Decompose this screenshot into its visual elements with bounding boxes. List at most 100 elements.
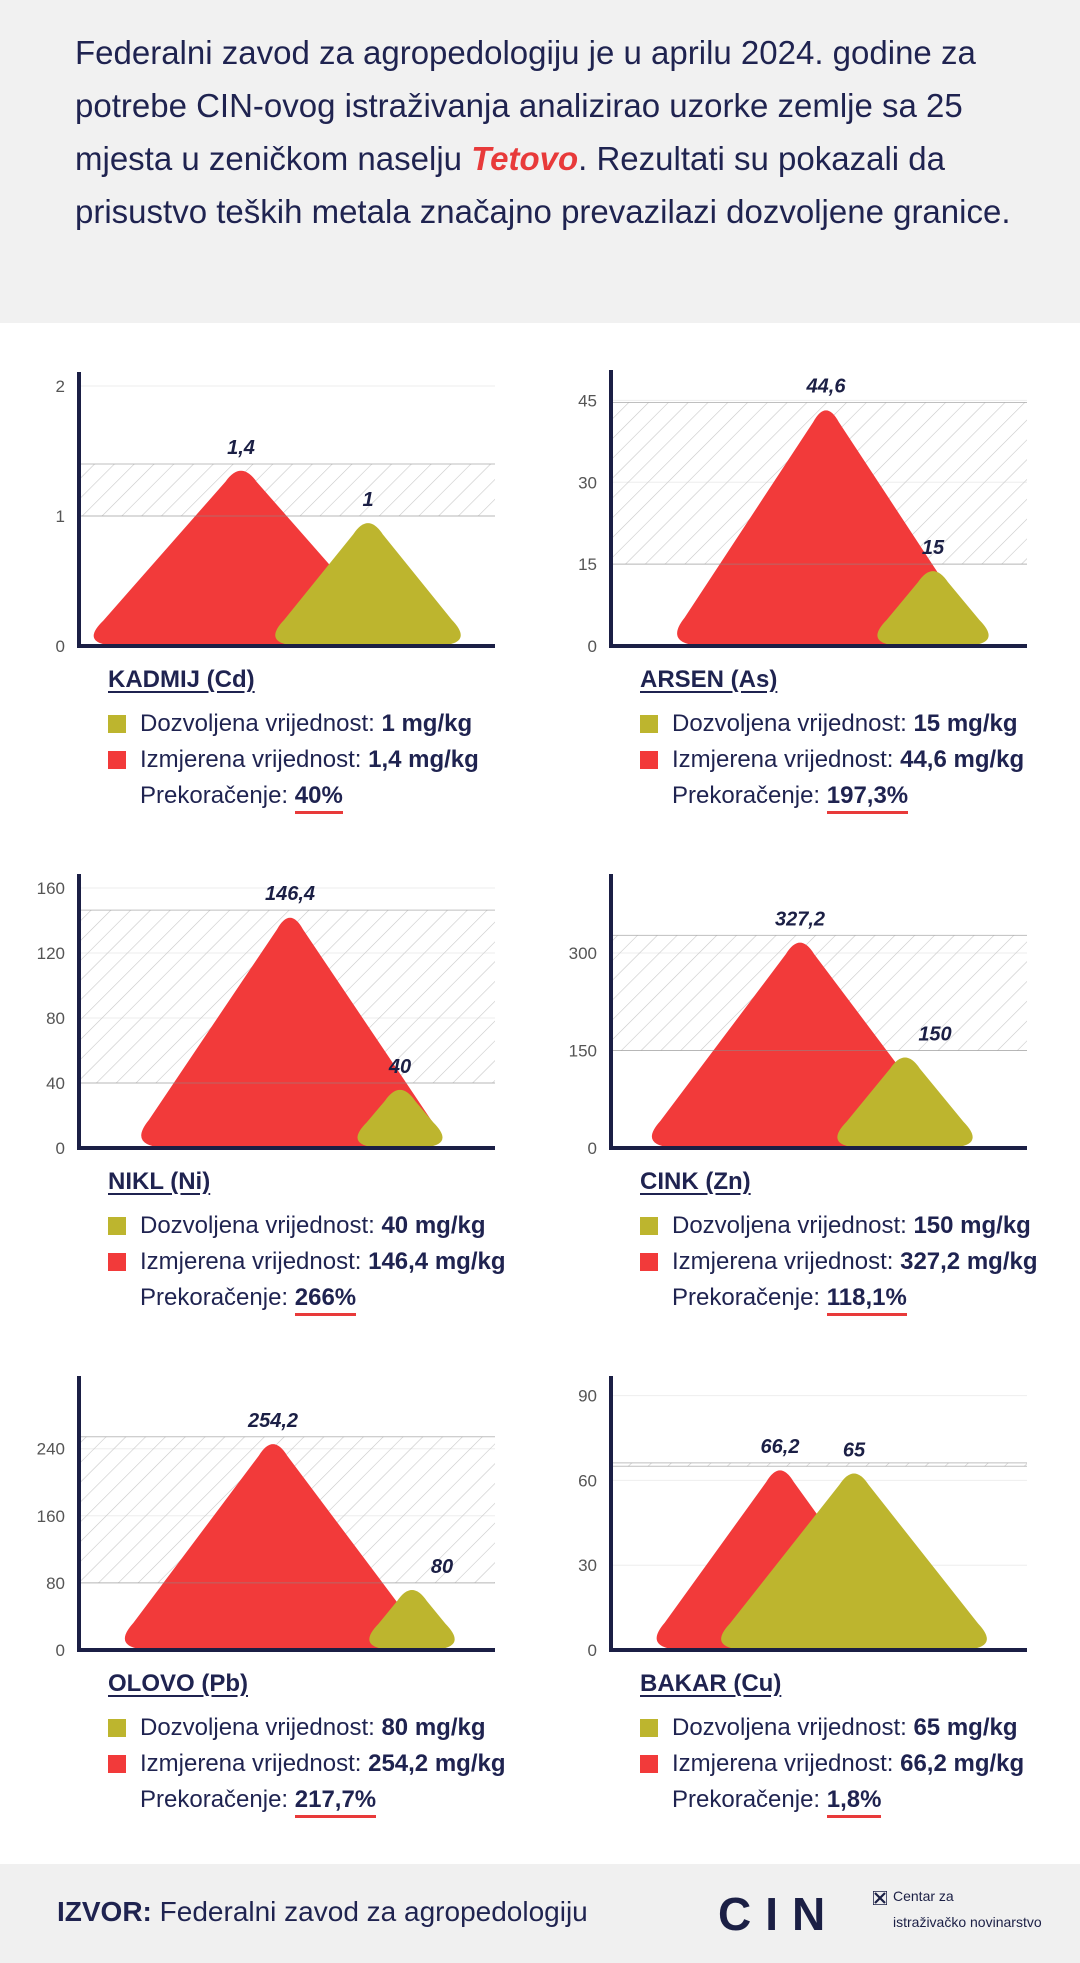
metal-title: BAKAR (Cu) [640,1670,782,1697]
measured-triangle [124,1444,422,1650]
y-tick-label: 160 [37,879,65,898]
allowed-triangle [275,523,461,646]
intro-highlight-tetovo: Tetovo [471,140,579,177]
excess-band [81,464,495,516]
allowed-label: Dozvoljena vrijednost: [140,710,382,737]
measured-triangle [677,410,975,646]
measured-value: 146,4 mg/kg [368,1248,506,1275]
allowed-value: 80 mg/kg [381,1714,486,1741]
y-tick-label: 60 [578,1471,597,1490]
legend-allowed: Dozvoljena vrijednost: 40 mg/kg [108,1208,506,1244]
measured-label: Izmjerena vrijednost: [140,1248,369,1275]
measured-label: Izmjerena vrijednost: [140,1750,369,1777]
measured-label: Izmjerena vrijednost: [672,1750,901,1777]
measured-label: Izmjerena vrijednost: [672,746,901,773]
intro-text: Federalni zavod za agropedologiju je u a… [75,34,976,177]
y-tick-label: 30 [578,1556,597,1575]
y-tick-label: 0 [588,1641,597,1660]
allowed-swatch [640,715,658,733]
allowed-label: Dozvoljena vrijednost: [672,710,914,737]
allowed-label: Dozvoljena vrijednost: [140,1714,382,1741]
legend-excess: Prekoračenje: 217,7% [108,1782,506,1818]
y-tick-label: 45 [578,391,597,410]
chart-panel-2: 0 15 30 45 44,6 15 ARSEN (As) Dozvoljena vrij… [552,360,1072,860]
measured-label: Izmjerena vrijednost: [672,1248,901,1275]
chart-svg: 0 40 80 120 160 146,4 40 [37,874,495,1158]
chart-legend: CINK (Zn) Dozvoljena vrijednost: 150 mg/… [640,1164,1038,1316]
y-tick-label: 1 [56,507,65,526]
y-tick-label: 240 [37,1440,65,1459]
excess-label: Prekoračenje: [672,1786,827,1813]
legend-measured: Izmjerena vrijednost: 327,2 mg/kg [640,1244,1038,1280]
chart-panel-1: 0 1 2 1,4 1 KADMIJ (Cd) Dozvoljena vrijednos… [20,360,540,860]
intro-section: Federalni zavod za agropedologiju je u a… [0,0,1080,323]
measured-swatch [640,751,658,769]
allowed-value-label: 150 [918,1024,951,1046]
intro-text-end: . Rezultati su pokazali da prisustvo teš… [75,140,1011,230]
chart-svg: 0 80 160 240 254,2 80 [37,1376,495,1660]
chart-panel-6: 0 30 60 90 66,2 65 BAKAR (Cu) Dozvoljena vrij… [552,1364,1072,1864]
cin-x-icon [873,1891,887,1905]
measured-value: 44,6 mg/kg [900,746,1025,773]
legend-excess: Prekoračenje: 197,3% [640,778,1024,814]
excess-value: 197,3% [826,782,909,814]
legend-measured: Izmjerena vrijednost: 146,4 mg/kg [108,1244,506,1280]
measured-swatch [108,1253,126,1271]
allowed-value: 40 mg/kg [381,1212,486,1239]
allowed-triangle [837,1057,973,1148]
source-text: Federalni zavod za agropedologiju [151,1896,588,1927]
y-tick-label: 0 [56,1139,65,1158]
legend-allowed: Dozvoljena vrijednost: 80 mg/kg [108,1710,506,1746]
y-tick-label: 40 [46,1074,65,1093]
cin-logo-text: CIN [718,1888,840,1940]
y-tick-label: 120 [37,944,65,963]
chart-legend: NIKL (Ni) Dozvoljena vrijednost: 40 mg/k… [108,1164,506,1316]
legend-allowed: Dozvoljena vrijednost: 1 mg/kg [108,706,479,742]
allowed-value-label: 80 [431,1556,453,1578]
allowed-triangle [877,571,989,646]
measured-swatch [640,1755,658,1773]
legend-allowed: Dozvoljena vrijednost: 65 mg/kg [640,1710,1024,1746]
measured-value: 327,2 mg/kg [900,1248,1038,1275]
source-label: IZVOR: [57,1896,152,1927]
excess-value: 118,1% [826,1284,907,1316]
excess-label: Prekoračenje: [672,1284,827,1311]
logo-line-1: Centar za [893,1888,954,1904]
measured-value-label: 1,4 [227,437,255,459]
allowed-value-label: 15 [922,537,945,559]
metal-title: CINK (Zn) [640,1168,751,1195]
measured-value: 66,2 mg/kg [900,1750,1025,1777]
y-tick-label: 80 [46,1009,65,1028]
legend-measured: Izmjerena vrijednost: 66,2 mg/kg [640,1746,1024,1782]
legend-measured: Izmjerena vrijednost: 44,6 mg/kg [640,742,1024,778]
chart-svg: 0 15 30 45 44,6 15 [578,370,1027,656]
excess-band [613,1462,1027,1467]
excess-value: 217,7% [294,1786,377,1818]
chart-panel-3: 0 40 80 120 160 146,4 40 NIKL (Ni) Dozvoljena … [20,862,540,1362]
y-tick-label: 0 [588,1139,597,1158]
allowed-value: 65 mg/kg [913,1714,1018,1741]
metal-title: OLOVO (Pb) [108,1670,248,1697]
measured-value: 1,4 mg/kg [368,746,479,773]
measured-value-label: 66,2 [761,1436,800,1458]
y-tick-label: 80 [46,1574,65,1593]
allowed-triangle [721,1473,987,1650]
allowed-swatch [640,1719,658,1737]
chart-panel-4: 0 150 300 327,2 150 CINK (Zn) Dozvoljena vri… [552,862,1072,1362]
allowed-value-label: 40 [388,1056,411,1078]
chart-legend: ARSEN (As) Dozvoljena vrijednost: 15 mg/… [640,662,1024,814]
chart-legend: OLOVO (Pb) Dozvoljena vrijednost: 80 mg/… [108,1666,506,1818]
intro-paragraph: Federalni zavod za agropedologiju je u a… [75,26,1035,238]
chart-svg: 0 30 60 90 66,2 65 [578,1376,1027,1660]
legend-excess: Prekoračenje: 40% [108,778,479,814]
allowed-value-label: 65 [843,1439,866,1461]
y-tick-label: 15 [578,555,597,574]
excess-label: Prekoračenje: [140,1284,295,1311]
metal-title: KADMIJ (Cd) [108,666,255,693]
chart-panel-5: 0 80 160 240 254,2 80 OLOVO (Pb) Dozvoljena v… [20,1364,540,1864]
legend-allowed: Dozvoljena vrijednost: 15 mg/kg [640,706,1024,742]
allowed-swatch [640,1217,658,1235]
chart-legend: BAKAR (Cu) Dozvoljena vrijednost: 65 mg/… [640,1666,1024,1818]
excess-label: Prekoračenje: [672,782,827,809]
y-tick-label: 30 [578,473,597,492]
